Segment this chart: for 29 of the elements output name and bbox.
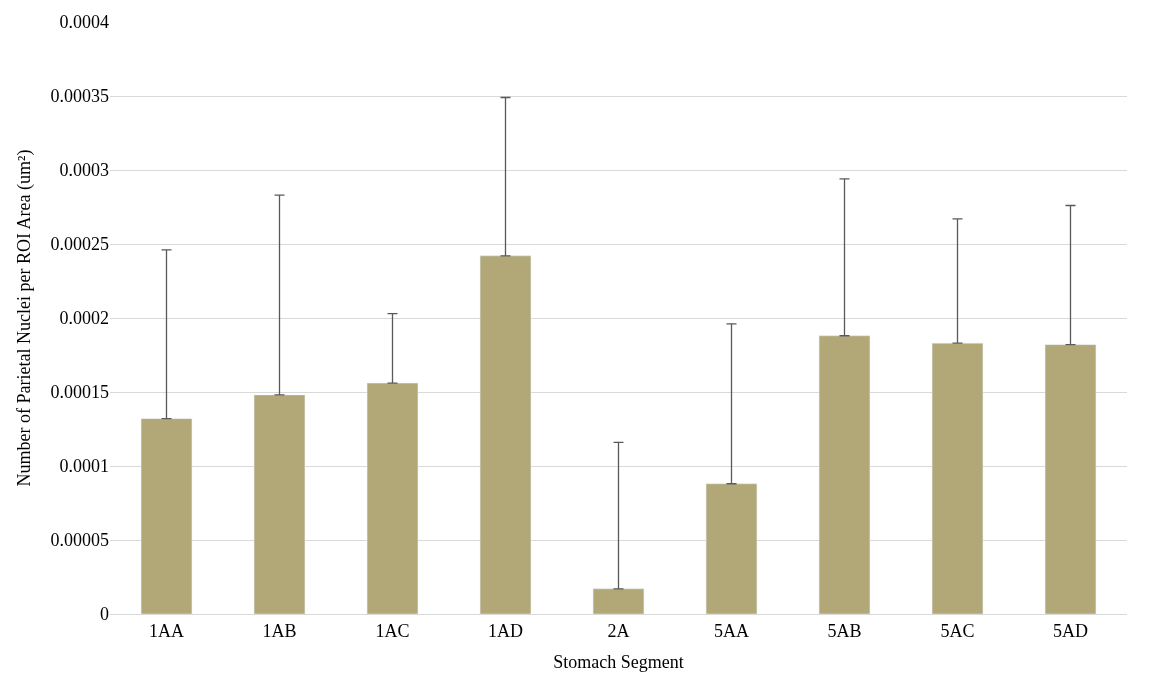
x-tick-label: 5AD	[1053, 620, 1088, 641]
x-tick-label: 5AC	[940, 620, 975, 641]
x-tick-label: 1AC	[375, 620, 410, 641]
bar	[1044, 344, 1097, 614]
x-tick-label: 5AB	[827, 620, 862, 641]
x-tick-label: 5AA	[714, 620, 749, 641]
y-tick-label: 0.00005	[50, 530, 109, 551]
x-axis-title: Stomach Segment	[553, 651, 684, 672]
bar	[253, 394, 306, 614]
bar	[592, 588, 645, 614]
y-tick-label: 0.0002	[59, 308, 109, 329]
x-tick-label: 2A	[607, 620, 630, 641]
y-axis-title: Number of Parietal Nuclei per ROI Area (um²)	[13, 149, 35, 487]
y-tick-label: 0.0001	[59, 456, 109, 477]
x-tick-label: 1AA	[149, 620, 184, 641]
bar	[705, 483, 758, 614]
y-tick-label: 0.00035	[50, 86, 109, 107]
y-tick-label: 0.00025	[50, 234, 109, 255]
bar	[931, 342, 984, 614]
bar	[479, 255, 532, 614]
x-tick-label: 1AB	[262, 620, 297, 641]
bar	[140, 418, 193, 614]
y-tick-label: 0.0004	[59, 12, 109, 33]
x-tick-label: 1AD	[488, 620, 523, 641]
bar	[818, 335, 871, 614]
bar	[366, 382, 419, 614]
y-tick-label: 0	[100, 604, 109, 625]
y-tick-label: 0.0003	[59, 160, 109, 181]
y-tick-label: 0.00015	[50, 382, 109, 403]
